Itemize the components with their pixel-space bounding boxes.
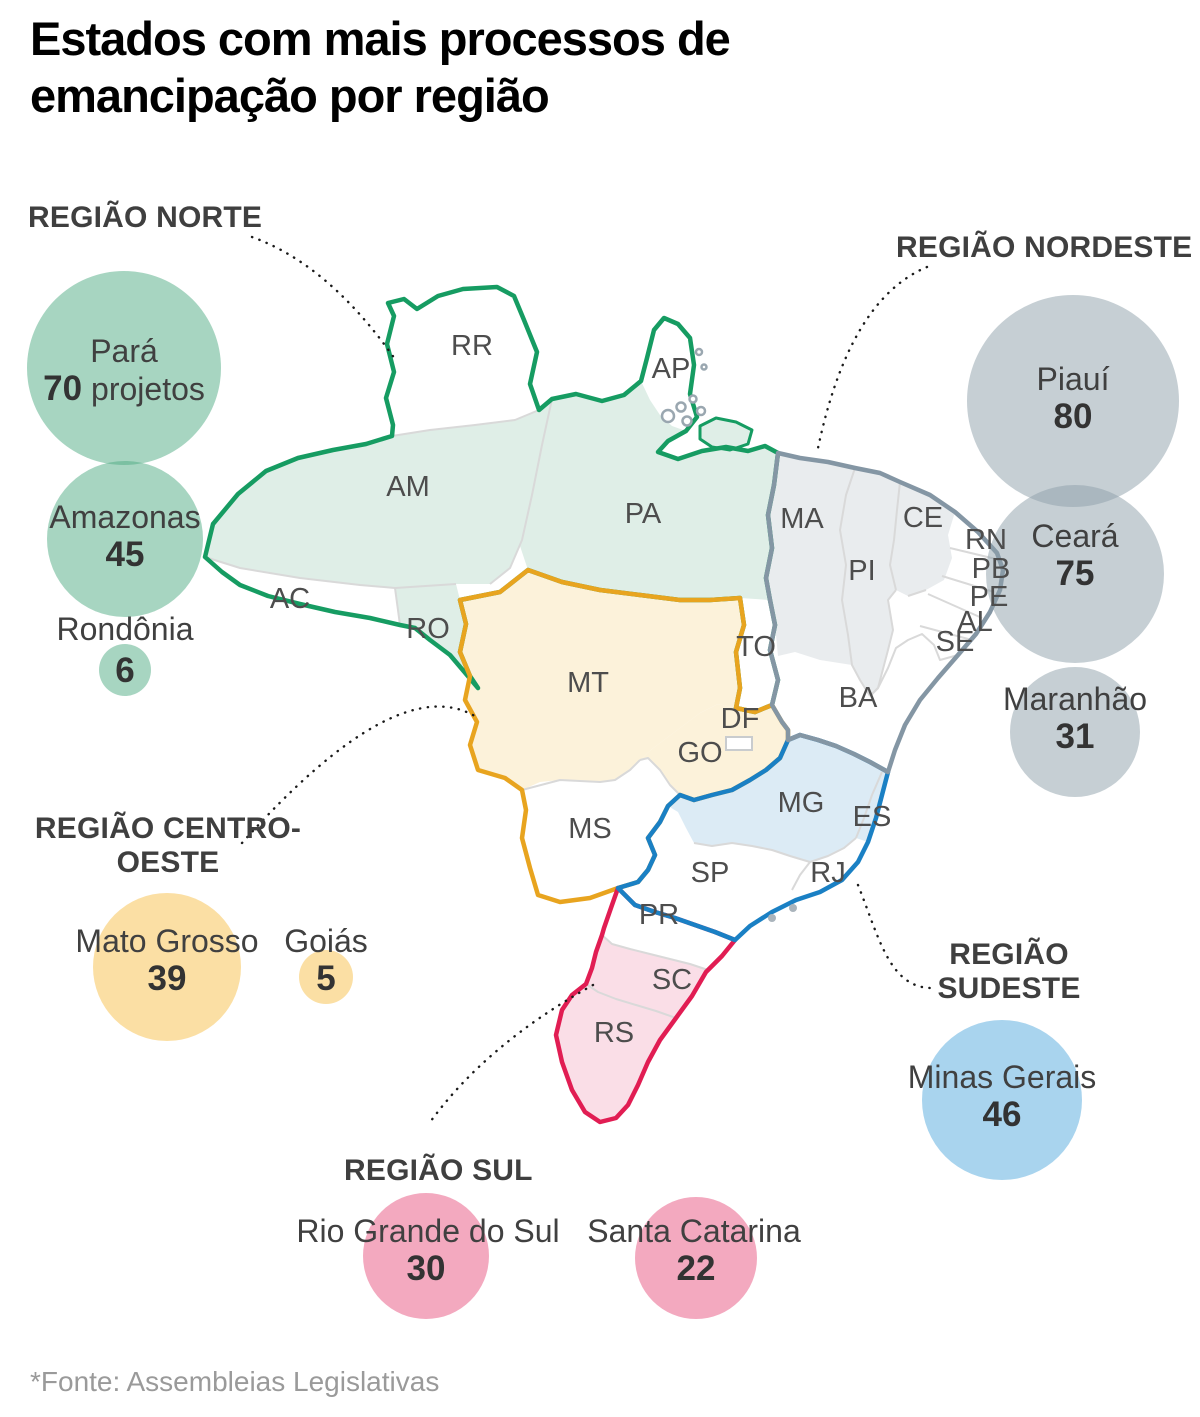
bubble-rondonia-name: Rondônia (57, 611, 194, 647)
bubble-para (27, 271, 221, 465)
connector-sul (426, 983, 595, 1127)
state-label-al: AL (957, 606, 992, 638)
state-shape-ma (766, 453, 855, 665)
state-label-to: TO (736, 631, 776, 663)
region-label-norte: REGIÃO NORTE (28, 201, 263, 234)
state-label-mg: MG (778, 787, 825, 819)
state-shape-pa (518, 381, 778, 600)
bubble-amazonas-value: 45 (106, 535, 145, 574)
state-shape-sc (586, 935, 708, 1018)
state-shape-ce (890, 482, 955, 596)
state-label-rn: RN (965, 524, 1007, 556)
bubble-texts: Pará 70 projetos Amazonas 45 Rondônia 6 P… (43, 333, 1147, 1288)
bubble-mato-grosso (93, 893, 241, 1041)
state-label-pe: PE (970, 581, 1009, 613)
bubble-rio-grande-do-sul-value: 30 (407, 1249, 446, 1288)
state-shape-mt (460, 570, 744, 790)
state-shape-am (205, 399, 552, 588)
state-label-pb: PB (972, 553, 1011, 585)
state-label-go: GO (677, 737, 722, 769)
bubble-goias (299, 950, 353, 1004)
page-title: Estados com mais processos de emancipaçã… (30, 12, 731, 122)
bubble-rondonia (99, 644, 151, 696)
amazon-mouth-islands (660, 347, 797, 922)
state-labels: RR AP AM PA AC RO TO MA PI CE RN PB PE A… (270, 330, 1010, 1049)
state-label-pa: PA (625, 498, 662, 530)
state-label-ms: MS (568, 813, 612, 845)
bubble-goias-name: Goiás (284, 923, 368, 959)
internal-state-borders (204, 398, 1001, 1019)
region-label-sul: REGIÃO SUL (344, 1154, 533, 1187)
bubble-amazonas (47, 461, 203, 617)
state-label-es: ES (853, 801, 892, 833)
bubble-ceara (986, 485, 1164, 663)
state-label-ma: MA (780, 503, 824, 535)
connector-nordeste (815, 265, 929, 455)
state-label-rr: RR (451, 330, 493, 362)
bubble-rio-grande-do-sul-name: Rio Grande do Sul (296, 1213, 559, 1249)
bubble-piaui-value: 80 (1054, 397, 1093, 436)
bubble-minas-gerais-name: Minas Gerais (908, 1059, 1097, 1095)
state-label-ba: BA (839, 682, 878, 714)
marajo-island (698, 416, 754, 452)
bubble-minas-gerais-value: 46 (983, 1095, 1022, 1134)
state-label-ap: AP (652, 353, 691, 385)
bubbles (27, 271, 1179, 1319)
connector-sudeste (856, 883, 937, 990)
state-shape-rs (556, 984, 676, 1122)
bubble-mato-grosso-value: 39 (148, 959, 187, 998)
state-label-ro: RO (406, 613, 450, 645)
bubble-santa-catarina (635, 1197, 757, 1319)
bubble-para-value: 70 projetos (43, 369, 205, 408)
bubble-santa-catarina-value: 22 (677, 1249, 716, 1288)
state-label-pi: PI (848, 555, 875, 587)
bubble-piaui (967, 295, 1179, 507)
bubble-para-name: Pará (90, 333, 158, 369)
bubble-minas-gerais (922, 1020, 1082, 1180)
region-label-nordeste: REGIÃO NORDESTE (896, 231, 1193, 264)
bubble-maranhao-value: 31 (1056, 717, 1095, 756)
state-label-sp: SP (691, 857, 730, 889)
connector-norte (250, 235, 399, 364)
bubble-ceara-name: Ceará (1031, 518, 1118, 554)
bubble-goias-value: 5 (316, 959, 335, 998)
state-label-df: DF (721, 703, 760, 735)
state-label-ce: CE (903, 502, 943, 534)
state-shape-pi (840, 468, 900, 696)
bubble-rio-grande-do-sul (363, 1193, 489, 1319)
highlighted-state-tints (205, 381, 955, 1122)
connector-lines (240, 235, 937, 1127)
bubble-santa-catarina-name: Santa Catarina (587, 1213, 801, 1249)
state-label-sc: SC (652, 964, 692, 996)
state-label-am: AM (386, 471, 430, 503)
source-note: *Fonte: Assembleias Legislativas (30, 1366, 440, 1397)
state-shape-go (640, 704, 788, 800)
bubble-amazonas-name: Amazonas (49, 499, 200, 535)
bubble-maranhao (1010, 667, 1140, 797)
bubble-mato-grosso-name: Mato Grosso (75, 923, 258, 959)
state-label-mt: MT (567, 667, 609, 699)
state-shape-mg (668, 735, 888, 862)
bubble-maranhao-name: Maranhão (1003, 681, 1147, 717)
state-label-se: SE (936, 626, 975, 658)
state-label-ac: AC (270, 583, 310, 615)
bubble-ceara-value: 75 (1056, 554, 1095, 593)
state-label-pr: PR (639, 899, 679, 931)
state-label-rj: RJ (810, 857, 845, 889)
state-label-rs: RS (594, 1017, 634, 1049)
bubble-piaui-name: Piauí (1037, 361, 1110, 397)
region-outlines (202, 284, 1006, 1125)
outline-nordeste (763, 450, 1006, 775)
region-label-sudeste: REGIÃO SUDESTE (937, 938, 1081, 1005)
bubble-rondonia-value: 6 (115, 651, 134, 690)
region-label-centro-oeste: REGIÃO CENTRO-OESTE (34, 812, 302, 879)
df-marker (725, 736, 753, 751)
